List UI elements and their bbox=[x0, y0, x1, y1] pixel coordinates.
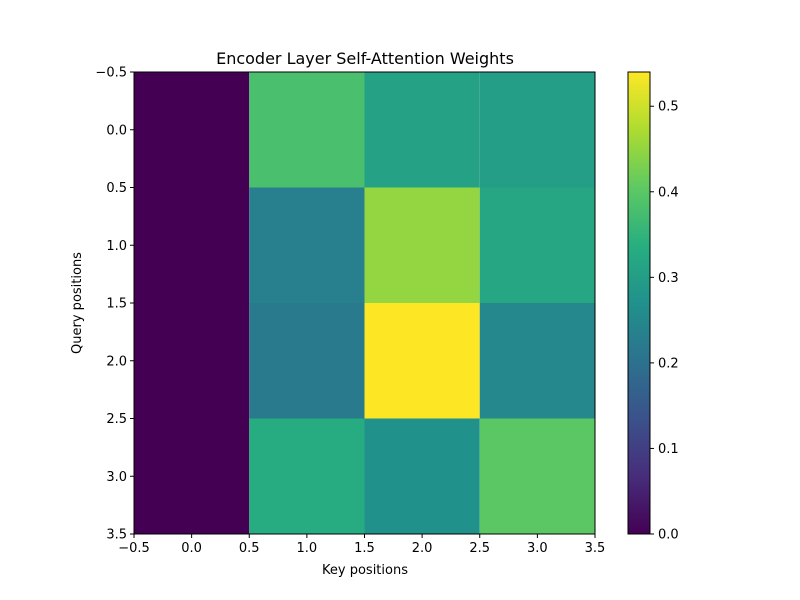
colorbar-tick-label: 0.2 bbox=[658, 356, 679, 371]
y-tick-label: 2.5 bbox=[106, 412, 127, 427]
heatmap-cell-r3-c1 bbox=[249, 418, 365, 534]
heatmap-cell-r1-c3 bbox=[479, 187, 595, 303]
heatmap-cell-r2-c1 bbox=[249, 303, 365, 419]
y-tick-label: 1.0 bbox=[106, 239, 127, 254]
heatmap-cell-r3-c3 bbox=[479, 418, 595, 534]
heatmap-cell-r3-c2 bbox=[364, 418, 480, 534]
colorbar-tick-label: 0.1 bbox=[658, 442, 679, 457]
heatmap-cell-r0-c3 bbox=[479, 72, 595, 188]
colorbar-tick-label: 0.3 bbox=[658, 271, 679, 286]
x-axis-ticks: −0.5 0.0 0.5 1.0 1.5 2.0 2.5 3.0 3.5 bbox=[118, 534, 605, 556]
colorbar-tick-label: 0.4 bbox=[658, 185, 679, 200]
x-tick-label: 3.0 bbox=[527, 541, 548, 556]
x-axis-label: Key positions bbox=[322, 563, 408, 578]
colorbar-ticks: 0.0 0.1 0.2 0.3 0.4 0.5 bbox=[650, 100, 679, 543]
heatmap-cell-r0-c1 bbox=[249, 72, 365, 188]
y-tick-label: −0.5 bbox=[95, 66, 127, 81]
heatmap-cell-r1-c0 bbox=[134, 187, 250, 303]
y-tick-label: 1.5 bbox=[106, 297, 127, 312]
x-tick-label: 3.5 bbox=[585, 541, 606, 556]
x-tick-label: 2.5 bbox=[469, 541, 490, 556]
y-axis-label: Query positions bbox=[70, 252, 85, 354]
heatmap-cell-r0-c0 bbox=[134, 72, 250, 188]
heatmap-cell-r3-c0 bbox=[134, 418, 250, 534]
colorbar-tick-label: 0.5 bbox=[658, 100, 679, 115]
x-tick-label: 1.5 bbox=[354, 541, 375, 556]
x-tick-label: 0.0 bbox=[181, 541, 202, 556]
heatmap-cell-r0-c2 bbox=[364, 72, 480, 188]
y-tick-label: 3.0 bbox=[106, 470, 127, 485]
x-tick-label: 1.0 bbox=[297, 541, 318, 556]
y-tick-label: 0.5 bbox=[106, 181, 127, 196]
heatmap-cell-r2-c3 bbox=[479, 303, 595, 419]
heatmap-cells bbox=[134, 72, 595, 534]
y-axis-ticks: −0.5 0.0 0.5 1.0 1.5 2.0 2.5 3.0 3.5 bbox=[95, 66, 134, 543]
x-tick-label: 0.5 bbox=[239, 541, 260, 556]
heatmap-cell-r2-c0 bbox=[134, 303, 250, 419]
y-tick-label: 2.0 bbox=[106, 354, 127, 369]
heatmap-cell-r1-c2 bbox=[364, 187, 480, 303]
colorbar-tick-label: 0.0 bbox=[658, 528, 679, 543]
heatmap-cell-r2-c2 bbox=[364, 303, 480, 419]
y-tick-label: 0.0 bbox=[106, 123, 127, 138]
chart-title: Encoder Layer Self-Attention Weights bbox=[216, 49, 514, 68]
heatmap-cell-r1-c1 bbox=[249, 187, 365, 303]
x-tick-label: 2.0 bbox=[412, 541, 433, 556]
colorbar bbox=[627, 71, 651, 535]
y-tick-label: 3.5 bbox=[106, 528, 127, 543]
x-tick-label: −0.5 bbox=[118, 541, 150, 556]
